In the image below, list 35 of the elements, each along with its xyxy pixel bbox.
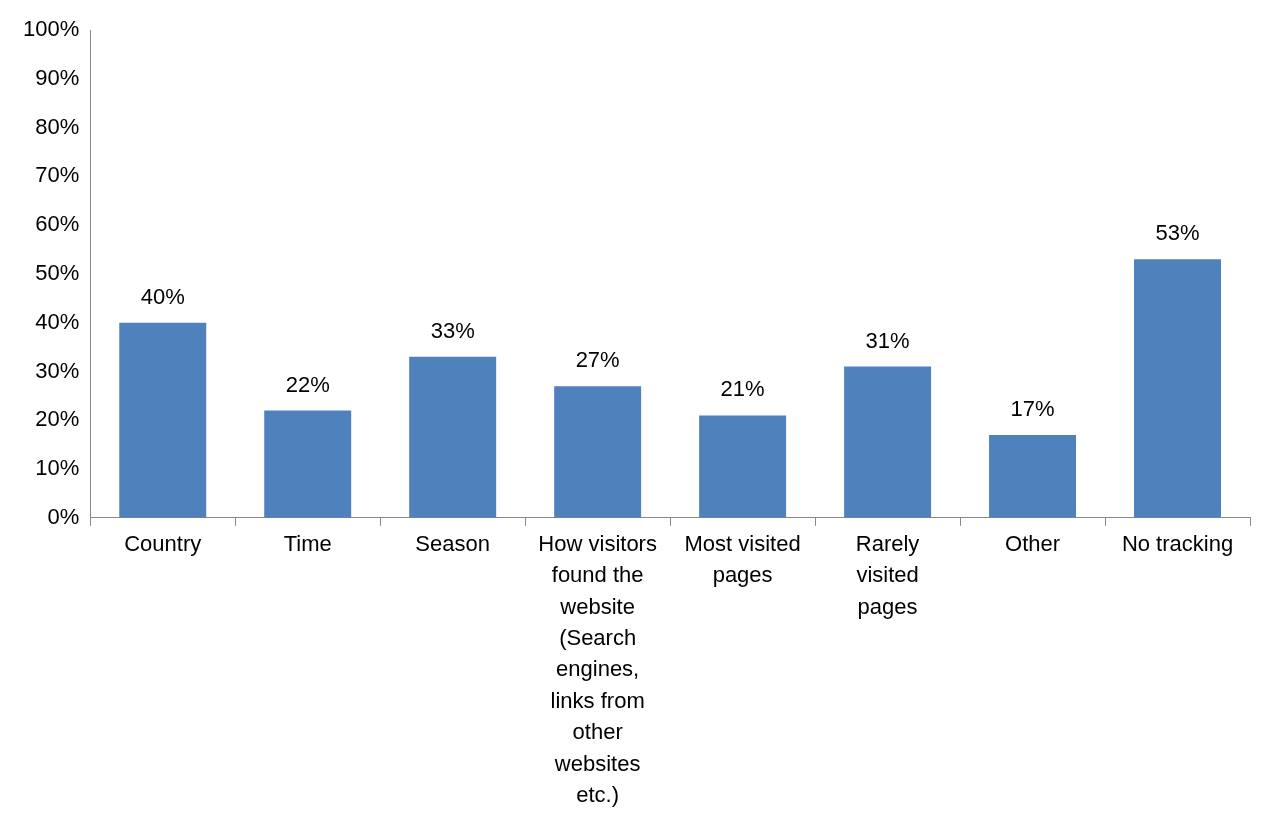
bar [119, 322, 207, 518]
y-tick-label: 80% [35, 113, 80, 139]
x-tick-label: Rarely visited pages [855, 530, 920, 619]
y-tick-label: 20% [35, 406, 80, 432]
data-label: 31% [865, 327, 910, 353]
bar [554, 386, 642, 518]
data-label: 17% [1010, 395, 1055, 421]
x-tick-label: Time [283, 530, 332, 556]
data-label: 27% [575, 347, 620, 373]
bar [1134, 259, 1222, 518]
y-tick-label: 30% [35, 357, 80, 383]
category-label: How visitors found the website (Search engines, links from other websites etc.) [538, 530, 657, 808]
bar [699, 415, 787, 518]
y-tick-label: 50% [35, 259, 80, 285]
x-tick-label: Country [124, 530, 202, 556]
data-label: 40% [140, 283, 185, 309]
bar [989, 434, 1077, 518]
bar [409, 356, 497, 518]
bar [264, 410, 352, 518]
data-label: 21% [720, 376, 765, 402]
data-label: 33% [430, 317, 475, 343]
y-tick-label: 10% [35, 455, 80, 481]
y-tick-label: 60% [35, 211, 80, 237]
data-label: 22% [285, 371, 330, 397]
y-tick-label: 90% [35, 64, 80, 90]
bar [844, 366, 932, 518]
x-tick-label: Season [415, 530, 490, 556]
y-tick-label: 40% [35, 308, 80, 334]
x-tick-label: Most visited pages [684, 530, 801, 588]
x-tick-label: Other [1005, 530, 1061, 556]
data-label: 53% [1155, 220, 1200, 246]
y-tick-label: 0% [47, 503, 80, 529]
x-tick-label: No tracking [1121, 530, 1234, 556]
y-tick-label: 70% [35, 162, 80, 188]
y-tick-label: 100% [22, 16, 80, 42]
